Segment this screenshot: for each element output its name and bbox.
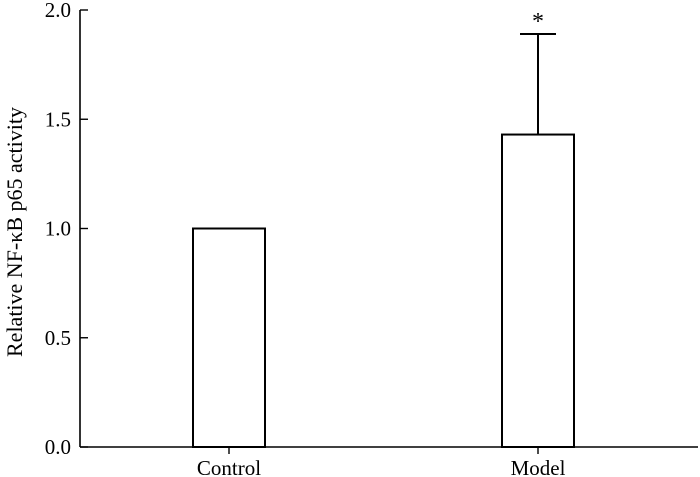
bar-control bbox=[192, 227, 266, 448]
y-axis-label: Relative NF-κB p65 activity bbox=[2, 107, 27, 357]
y-tick-label: 0.0 bbox=[45, 435, 71, 459]
y-tick-label: 0.5 bbox=[45, 326, 71, 350]
y-tick-label: 1.0 bbox=[45, 217, 71, 241]
bar-model bbox=[501, 133, 575, 448]
significance-marker: * bbox=[532, 9, 544, 35]
x-tick-label: Control bbox=[197, 456, 261, 477]
x-tick-label: Model bbox=[511, 456, 566, 477]
y-tick-label: 2.0 bbox=[45, 0, 71, 22]
plot-area: 0.0 0.5 1.0 1.5 2.0 Control * Model bbox=[45, 0, 698, 477]
y-tick-label: 1.5 bbox=[45, 107, 71, 131]
